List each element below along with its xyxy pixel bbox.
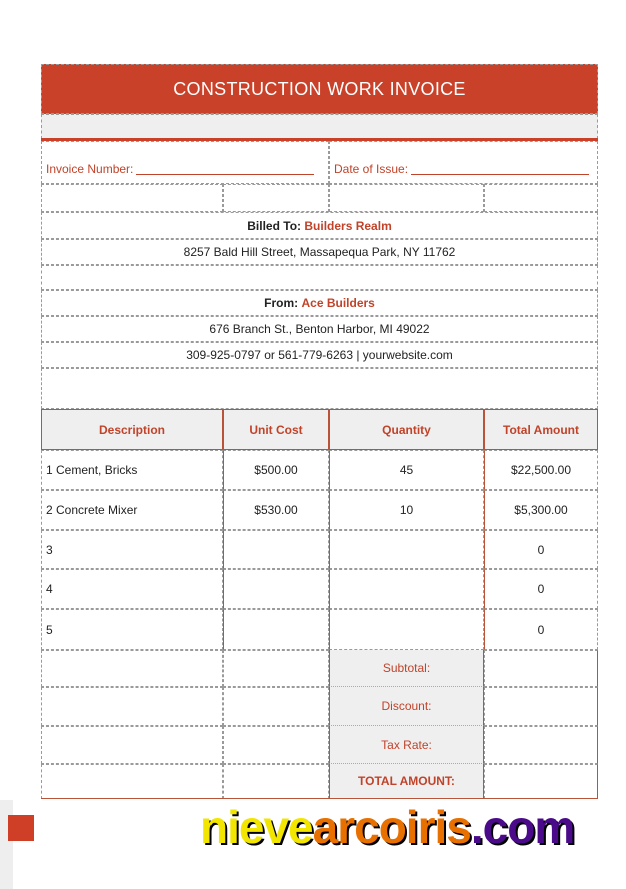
from-name: Ace Builders <box>301 296 375 310</box>
summary-label: TOTAL AMOUNT: <box>329 764 484 799</box>
empty-row <box>41 265 598 290</box>
table-cell: 2 Concrete Mixer <box>41 490 223 530</box>
empty-cell <box>41 650 223 687</box>
table-cell: 3 <box>41 530 223 569</box>
table-cell: 45 <box>329 450 484 490</box>
watermark-logo: nievearcoiris.com <box>200 801 575 853</box>
invoice-title: CONSTRUCTION WORK INVOICE <box>41 64 598 114</box>
billed-to-address: 8257 Bald Hill Street, Massapequa Park, … <box>41 239 598 265</box>
empty-cell <box>223 764 329 799</box>
table-cell: $530.00 <box>223 490 329 530</box>
spacer-band <box>41 114 598 139</box>
empty-row <box>41 368 598 409</box>
bottom-line <box>41 798 598 799</box>
empty-cell <box>41 764 223 799</box>
table-cell: 5 <box>41 609 223 650</box>
empty-cell <box>41 726 223 764</box>
table-cell <box>329 569 484 609</box>
table-cell: 4 <box>41 569 223 609</box>
from-contact: 309-925-0797 or 561-779-6263 | yourwebsi… <box>41 342 598 368</box>
divider <box>41 138 598 141</box>
table-cell: 1 Cement, Bricks <box>41 450 223 490</box>
billed-to-name: Builders Realm <box>304 218 392 233</box>
table-cell <box>329 530 484 569</box>
summary-label: Discount: <box>329 687 484 726</box>
invoice-number-label: Invoice Number: <box>46 161 134 176</box>
table-cell: 0 <box>484 530 598 569</box>
empty-cell <box>484 184 598 212</box>
summary-value <box>484 764 598 799</box>
summary-value <box>484 687 598 726</box>
summary-value <box>484 650 598 687</box>
billed-to: Billed To: Builders Realm <box>41 212 598 239</box>
table-cell: $500.00 <box>223 450 329 490</box>
empty-cell <box>223 184 329 212</box>
from-label: From: <box>264 296 299 310</box>
table-cell: $5,300.00 <box>484 490 598 530</box>
date-field[interactable]: Date of Issue: <box>329 141 598 184</box>
summary-label: Tax Rate: <box>329 726 484 764</box>
empty-cell <box>223 687 329 726</box>
column-header: Total Amount <box>484 409 598 450</box>
table-cell <box>329 609 484 650</box>
empty-cell <box>223 726 329 764</box>
side-strip <box>0 800 13 889</box>
empty-cell <box>41 184 223 212</box>
summary-value <box>484 726 598 764</box>
column-header: Unit Cost <box>223 409 329 450</box>
invoice-number-field[interactable]: Invoice Number: <box>41 141 329 184</box>
column-header: Quantity <box>329 409 484 450</box>
table-cell: 0 <box>484 609 598 650</box>
from-address: 676 Branch St., Benton Harbor, MI 49022 <box>41 316 598 342</box>
billed-to-label: Billed To: <box>247 218 302 233</box>
empty-cell <box>223 650 329 687</box>
table-cell <box>223 609 329 650</box>
empty-cell <box>41 687 223 726</box>
table-cell: 10 <box>329 490 484 530</box>
empty-cell <box>329 184 484 212</box>
column-header: Description <box>41 409 223 450</box>
table-cell <box>223 530 329 569</box>
table-cell <box>223 569 329 609</box>
table-cell: $22,500.00 <box>484 450 598 490</box>
red-square <box>8 815 34 841</box>
table-cell: 0 <box>484 569 598 609</box>
from: From: Ace Builders <box>41 290 598 316</box>
summary-label: Subtotal: <box>329 650 484 687</box>
date-label: Date of Issue: <box>334 161 409 176</box>
